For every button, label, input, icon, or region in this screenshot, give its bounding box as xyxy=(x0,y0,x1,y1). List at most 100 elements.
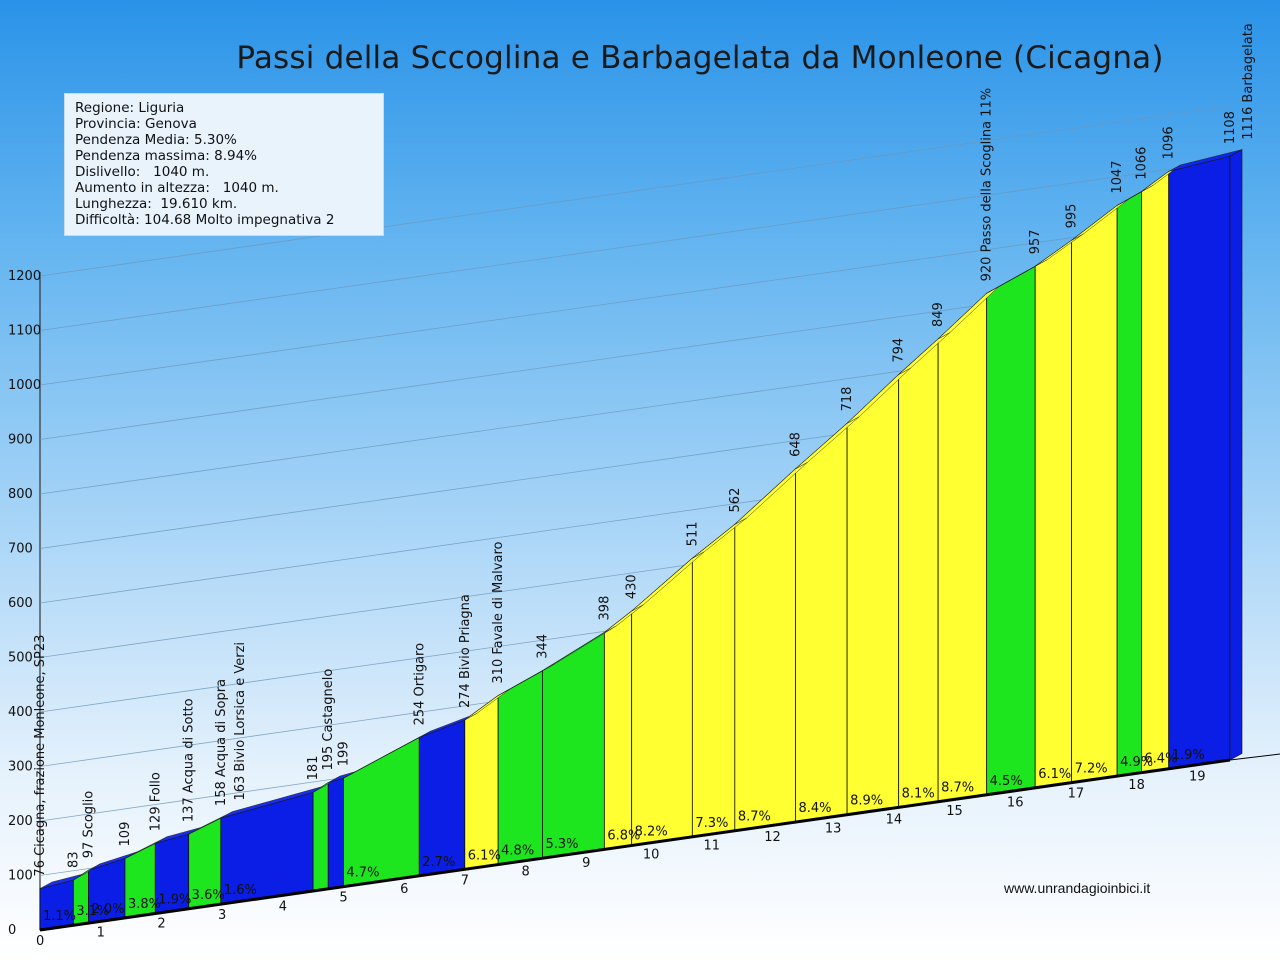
x-tick-label: 5 xyxy=(339,891,347,906)
grade-label: 4.9% xyxy=(1120,755,1153,770)
x-axis-line xyxy=(39,758,1231,932)
website-link[interactable]: www.unrandagioinbici.it xyxy=(1004,880,1151,896)
point-label: 398 xyxy=(597,596,612,621)
y-tick-label: 700 xyxy=(8,542,33,557)
grade-label: 3.8% xyxy=(128,897,161,912)
profile-segment xyxy=(418,719,466,877)
x-tick-label: 0 xyxy=(36,934,44,949)
y-tick-label: 500 xyxy=(8,651,33,666)
grade-label: 6.1% xyxy=(1038,767,1071,782)
point-label: 1066 xyxy=(1134,147,1149,180)
grade-label: 8.9% xyxy=(850,794,883,809)
point-label: 794 xyxy=(892,338,907,363)
grade-label: 4.5% xyxy=(990,774,1023,789)
point-label: 76 Cicagna, frazione Monleone, SP23 xyxy=(33,635,48,877)
profile-segment xyxy=(1141,170,1170,774)
profile-segment xyxy=(631,557,693,846)
x-tick-label: 19 xyxy=(1189,769,1206,784)
y-tick-label: 300 xyxy=(8,760,33,775)
grade-label: 8.7% xyxy=(738,810,771,825)
x-tick-label: 15 xyxy=(946,804,963,819)
point-label: 199 xyxy=(336,741,351,766)
profile-segment xyxy=(846,373,900,816)
point-label: 1116 Barbagelata xyxy=(1241,23,1256,140)
profile-segment xyxy=(603,610,633,850)
point-label: 849 xyxy=(931,302,946,327)
grade-label: 3.1% xyxy=(76,904,109,919)
y-tick-label: 0 xyxy=(8,923,16,938)
point-label: 181 xyxy=(306,756,321,781)
info-elevation-gain: Dislivello: 1040 m. xyxy=(75,164,210,180)
point-label: 344 xyxy=(535,634,550,659)
y-tick-label: 1200 xyxy=(8,269,41,284)
grade-label: 5.3% xyxy=(545,837,578,852)
point-label: 163 Bivio Lorsica e Verzi xyxy=(233,642,248,801)
point-label: 129 Follo xyxy=(148,772,163,831)
y-tick-label: 600 xyxy=(8,596,33,611)
point-label: 1096 xyxy=(1162,126,1177,159)
grade-label: 6.1% xyxy=(468,848,501,863)
point-label: 83 xyxy=(66,851,81,868)
profile-segment xyxy=(691,523,736,838)
profile-segment xyxy=(312,781,329,892)
info-avg-gradient: Pendenza Media: 5.30% xyxy=(75,132,237,148)
x-tick-label: 10 xyxy=(643,847,660,862)
point-label: 274 Bivio Priagna xyxy=(458,594,473,708)
point-label: 137 Acqua di Sotto xyxy=(182,698,197,822)
x-tick-label: 7 xyxy=(461,873,469,888)
grade-label: 1.9% xyxy=(158,893,191,908)
point-label: 310 Favale di Malvaro xyxy=(491,541,506,683)
point-label: 254 Ortigaro xyxy=(412,643,427,726)
info-altitude-increase: Aumento in altezza: 1040 m. xyxy=(75,180,279,196)
grade-label: 4.7% xyxy=(346,866,379,881)
chart-title: Passi della Sccoglina e Barbagelata da M… xyxy=(236,40,1164,76)
point-label: 995 xyxy=(1065,204,1080,229)
point-label: 158 Acqua di Sopra xyxy=(214,679,229,806)
x-tick-label: 16 xyxy=(1007,795,1024,810)
grade-label: 8.4% xyxy=(799,801,832,816)
point-label: 511 xyxy=(685,521,700,546)
info-difficulty: Difficoltà: 104.68 Molto impegnativa 2 xyxy=(75,212,335,228)
x-tick-label: 9 xyxy=(582,856,590,871)
x-tick-label: 8 xyxy=(521,865,529,880)
x-tick-label: 4 xyxy=(279,899,287,914)
profile-segment xyxy=(1071,204,1118,784)
grade-label: 8.2% xyxy=(635,824,668,839)
point-label: 97 Scoglio xyxy=(82,791,97,859)
grade-label: 2.7% xyxy=(422,855,455,870)
info-province: Provincia: Genova xyxy=(75,116,197,132)
point-label: 430 xyxy=(625,574,640,599)
profile-segment xyxy=(327,777,344,890)
grade-label: 7.2% xyxy=(1075,762,1108,777)
y-tick-label: 800 xyxy=(8,487,33,502)
point-label: 957 xyxy=(1028,229,1043,254)
grade-label: 3.6% xyxy=(192,888,225,903)
x-tick-label: 1 xyxy=(97,925,105,940)
grade-label: 6.8% xyxy=(607,828,640,843)
profile-segment xyxy=(1168,155,1231,770)
gridline xyxy=(39,214,1231,386)
info-length: Lunghezza: 19.610 km. xyxy=(75,196,238,212)
y-tick-label: 1100 xyxy=(8,324,41,339)
x-tick-label: 3 xyxy=(218,908,226,923)
y-tick-label: 400 xyxy=(8,705,33,720)
x-tick-label: 11 xyxy=(704,839,721,854)
profile-segment xyxy=(1034,239,1073,789)
profile-segment xyxy=(343,736,420,888)
x-tick-label: 17 xyxy=(1068,787,1085,802)
profile-end-face xyxy=(1229,149,1243,761)
grade-label: 1.9% xyxy=(1172,748,1205,763)
point-label: 562 xyxy=(728,488,743,513)
profile-segment xyxy=(542,631,605,859)
y-tick-label: 900 xyxy=(8,433,33,448)
profile-segment xyxy=(898,338,939,808)
profile-segment xyxy=(795,422,848,823)
point-label: 920 Passo della Scoglina 11% xyxy=(980,88,995,281)
point-label: 109 xyxy=(118,822,133,847)
grade-label: 7.3% xyxy=(695,816,728,831)
profile-segment xyxy=(464,694,499,870)
grade-label: 1.6% xyxy=(224,883,257,898)
y-tick-label: 100 xyxy=(8,869,33,884)
